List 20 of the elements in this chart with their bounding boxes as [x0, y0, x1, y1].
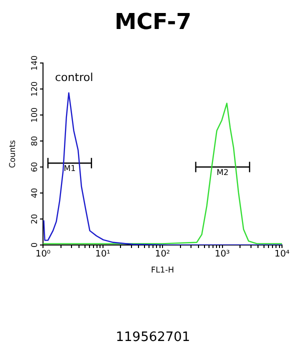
series-label: M2	[216, 168, 229, 178]
x-tick-label: 10⁴	[274, 250, 290, 260]
y-tick-label: 0	[30, 242, 40, 248]
y-tick-label: 40	[30, 188, 40, 198]
x-tick-label: 10¹	[95, 250, 111, 260]
y-tick-label: 120	[30, 81, 40, 97]
series-label: M1	[64, 164, 76, 174]
y-tick-label: 100	[30, 107, 40, 123]
chart-title: MCF-7	[114, 9, 192, 37]
text: 119562701	[114, 330, 192, 345]
x-tick-label: 10⁰	[35, 250, 51, 260]
y-tick-label: 140	[30, 55, 40, 71]
x-tick-label: 10³	[214, 250, 230, 260]
y-tick-label: 80	[30, 136, 40, 146]
x-tick-label: 10²	[154, 250, 170, 260]
y-tick-label: 60	[30, 162, 40, 172]
y-axis-title: Counts	[8, 140, 17, 168]
annotation: control	[55, 70, 94, 84]
x-axis-title: FL1-H	[150, 265, 174, 274]
y-tick-label: 20	[30, 214, 40, 224]
